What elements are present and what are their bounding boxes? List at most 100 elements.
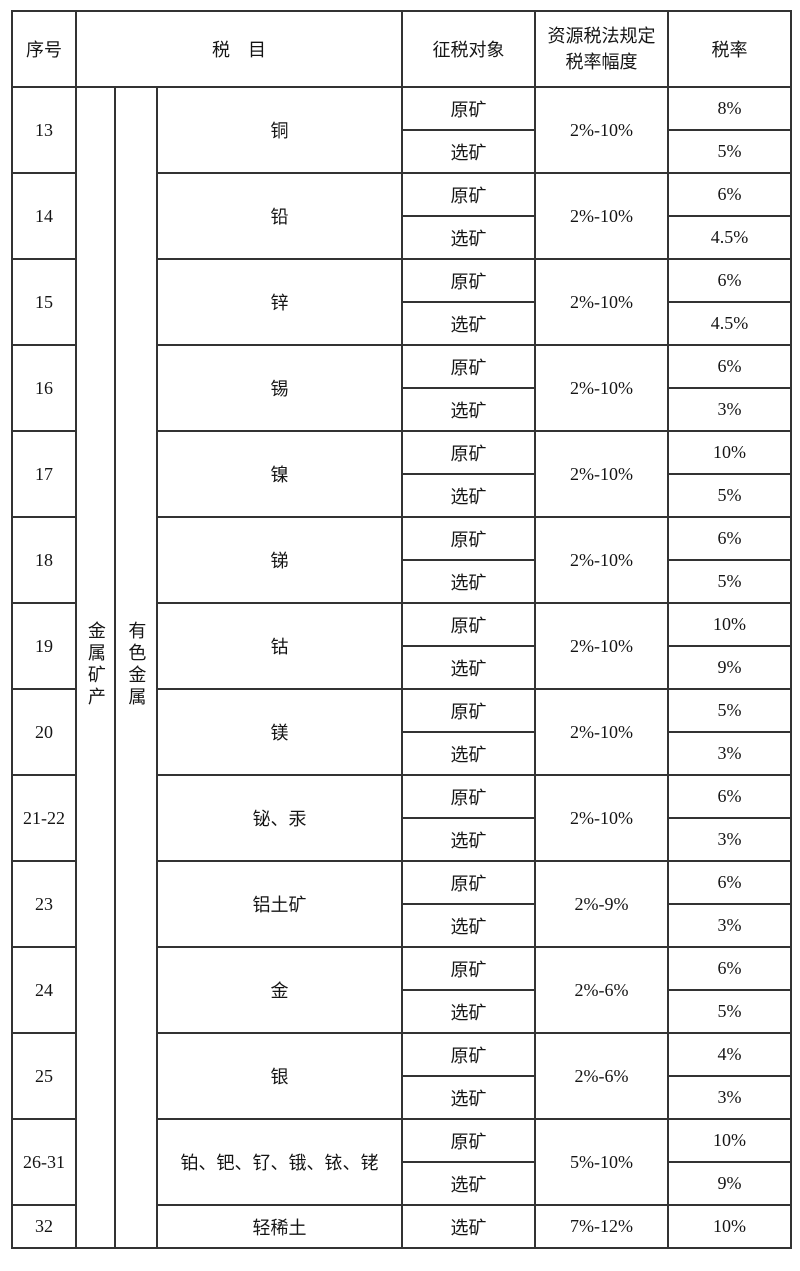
taxable-object-cell: 原矿 xyxy=(401,1118,537,1163)
taxable-object-cell: 选矿 xyxy=(401,301,537,346)
tax-rate-cell: 6% xyxy=(667,516,793,561)
tax-item-cell: 铜 xyxy=(155,86,404,174)
table-row: 选矿 5% xyxy=(12,989,793,1034)
table-row: 选矿 4.5% xyxy=(12,215,793,260)
table-row: 25 银原矿 2%-6% 4% xyxy=(11,1032,793,1120)
table-row: 选矿 9% xyxy=(12,1161,793,1206)
row-number-cell: 18 xyxy=(11,516,77,604)
taxable-object-cell: 原矿 xyxy=(401,258,537,303)
tax-item-cell: 铅 xyxy=(155,172,404,260)
rate-range-cell: 2%-10% xyxy=(534,774,670,862)
taxable-object-cell: 原矿 xyxy=(401,86,537,131)
table-row: 选矿 3% xyxy=(12,1075,793,1120)
table-row: 选矿 4.5% xyxy=(12,301,793,346)
tax-rate-cell: 6% xyxy=(667,258,793,303)
taxable-object-cell: 选矿 xyxy=(401,1161,537,1206)
taxable-object-cell: 原矿 xyxy=(401,946,537,991)
taxable-object-cell: 选矿 xyxy=(401,1075,537,1120)
row-number-cell: 15 xyxy=(11,258,77,346)
table-row: 15 锌原矿 2%-10% 6% xyxy=(11,258,793,346)
tax-rate-cell: 10% xyxy=(667,1204,793,1249)
tax-rate-cell: 3% xyxy=(667,731,793,776)
taxable-object-cell: 原矿 xyxy=(401,774,537,819)
row-number-cell: 13 xyxy=(11,86,77,174)
tax-item-cell: 锡 xyxy=(155,344,404,432)
tax-rate-cell: 10% xyxy=(667,602,793,647)
row-number-cell: 24 xyxy=(11,946,77,1034)
table-row: 选矿 3% xyxy=(12,903,793,948)
rate-range-cell: 2%-10% xyxy=(534,602,670,690)
taxable-object-cell: 选矿 xyxy=(401,559,537,604)
row-number-cell: 32 xyxy=(11,1204,77,1249)
taxable-object-cell: 原矿 xyxy=(401,172,537,217)
table-row: 选矿 9% xyxy=(12,645,793,690)
row-number-cell: 26-31 xyxy=(11,1118,77,1206)
taxable-object-cell: 原矿 xyxy=(401,516,537,561)
tax-rate-cell: 3% xyxy=(667,1075,793,1120)
rate-range-cell: 5%-10% xyxy=(534,1118,670,1206)
taxable-object-cell: 原矿 xyxy=(401,430,537,475)
table-row: 16 锡原矿 2%-10% 6% xyxy=(11,344,793,432)
tax-rate-cell: 9% xyxy=(667,645,793,690)
tax-item-cell: 锑 xyxy=(155,516,404,604)
rate-range-cell: 2%-10% xyxy=(534,344,670,432)
tax-rate-cell: 5% xyxy=(667,129,793,174)
tax-item-cell: 锌 xyxy=(155,258,404,346)
tax-rate-cell: 5% xyxy=(667,688,793,733)
header-range: 资源税法规定 税率幅度 xyxy=(534,10,670,88)
row-number-cell: 23 xyxy=(11,860,77,948)
tax-rate-cell: 3% xyxy=(667,387,793,432)
table-row: 20 镁原矿 2%-10% 5% xyxy=(11,688,793,776)
tax-rate-cell: 3% xyxy=(667,903,793,948)
tax-item-cell: 银 xyxy=(155,1032,404,1120)
header-row: 序号 税 目 征税对象 资源税法规定 税率幅度 税率 xyxy=(11,10,793,88)
table-row: 18 锑原矿 2%-10% 6% xyxy=(11,516,793,604)
tax-rate-cell: 6% xyxy=(667,344,793,389)
row-number-cell: 19 xyxy=(11,602,77,690)
rate-range-cell: 2%-6% xyxy=(534,1032,670,1120)
row-number-cell: 20 xyxy=(11,688,77,776)
header-item: 税 目 xyxy=(74,10,404,88)
taxable-object-cell: 选矿 xyxy=(401,989,537,1034)
tax-rate-cell: 9% xyxy=(667,1161,793,1206)
table-row: 选矿 3% xyxy=(12,817,793,862)
header-no: 序号 xyxy=(11,10,77,88)
category-cell-text: 金属矿产 xyxy=(85,621,106,709)
rate-range-cell: 2%-10% xyxy=(534,172,670,260)
taxable-object-cell: 选矿 xyxy=(401,903,537,948)
tax-rate-cell: 6% xyxy=(667,774,793,819)
tax-rate-cell: 5% xyxy=(667,473,793,518)
taxable-object-cell: 选矿 xyxy=(401,817,537,862)
table-row: 选矿 5% xyxy=(12,129,793,174)
tax-rate-cell: 4.5% xyxy=(667,301,793,346)
table-row: 19 钴原矿 2%-10% 10% xyxy=(11,602,793,690)
table-row: 32 轻稀土 选矿 7%-12% 10% xyxy=(11,1204,793,1249)
subcategory-cell-text: 有色金属 xyxy=(126,621,147,709)
rate-range-cell: 2%-6% xyxy=(534,946,670,1034)
taxable-object-cell: 选矿 xyxy=(401,473,537,518)
tax-table-body: 13 金属矿产 有色金属铜原矿 2%-10% 8% 选矿 5% 14 铅原矿 2%-10% 6% 选矿… xyxy=(11,86,793,1249)
rate-range-cell: 7%-12% xyxy=(534,1204,670,1249)
tax-item-cell: 金 xyxy=(155,946,404,1034)
taxable-object-cell: 原矿 xyxy=(401,344,537,389)
tax-rate-cell: 4% xyxy=(667,1032,793,1077)
row-number-cell: 17 xyxy=(11,430,77,518)
tax-item-cell: 铋、汞 xyxy=(155,774,404,862)
row-number-cell: 14 xyxy=(11,172,77,260)
tax-rate-cell: 5% xyxy=(667,989,793,1034)
row-number-cell: 21-22 xyxy=(11,774,77,862)
tax-item-cell: 镁 xyxy=(155,688,404,776)
rate-range-cell: 2%-10% xyxy=(534,688,670,776)
tax-rate-cell: 3% xyxy=(667,817,793,862)
table-row: 选矿 3% xyxy=(12,387,793,432)
tax-item-cell: 铝土矿 xyxy=(155,860,404,948)
taxable-object-cell: 原矿 xyxy=(401,602,537,647)
table-row: 选矿 5% xyxy=(12,473,793,518)
taxable-object-cell: 原矿 xyxy=(401,688,537,733)
tax-item-cell: 镍 xyxy=(155,430,404,518)
table-row: 选矿 5% xyxy=(12,559,793,604)
taxable-object-cell: 选矿 xyxy=(401,215,537,260)
taxable-object-cell: 选矿 xyxy=(401,731,537,776)
taxable-object-cell: 选矿 xyxy=(401,387,537,432)
